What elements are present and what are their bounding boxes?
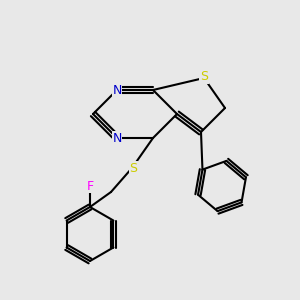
Text: F: F xyxy=(86,179,94,193)
Text: N: N xyxy=(112,83,122,97)
Text: N: N xyxy=(112,131,122,145)
Text: S: S xyxy=(200,70,208,83)
Text: S: S xyxy=(130,161,137,175)
